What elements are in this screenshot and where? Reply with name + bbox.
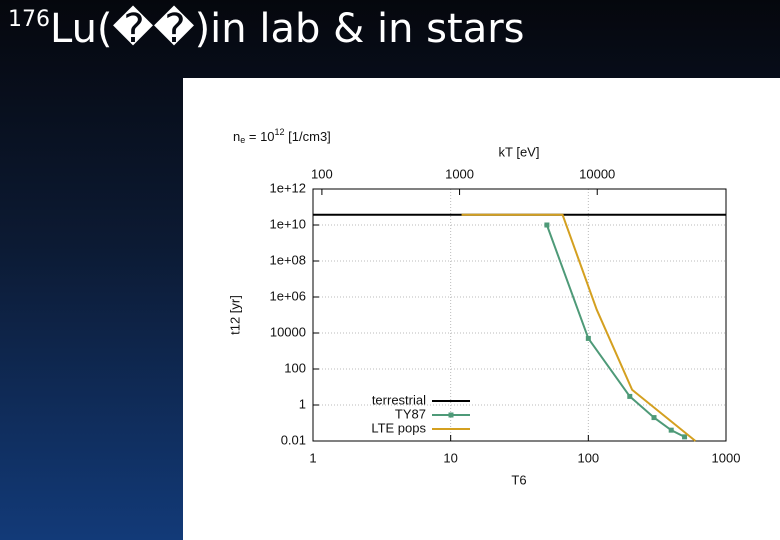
annotation-base: n xyxy=(233,129,240,144)
x-tick-label: 100 xyxy=(577,450,599,465)
annotation-sup: 12 xyxy=(275,127,285,137)
data-point xyxy=(682,434,688,440)
series-line xyxy=(461,213,697,442)
annotation: ne = 1012 [1/cm3] xyxy=(233,127,331,145)
y-axis-label: t12 [yr] xyxy=(227,295,242,335)
y-tick-label: 10000 xyxy=(270,324,306,339)
series-line xyxy=(545,224,686,438)
y-tick-label: 1 xyxy=(299,396,306,411)
y-tick-label: 1e+08 xyxy=(269,252,306,267)
x2-tick-label: 10000 xyxy=(579,166,615,181)
x-tick-label: 1 xyxy=(309,450,316,465)
data-point xyxy=(668,427,674,433)
plot-frame xyxy=(312,188,727,442)
data-point xyxy=(585,335,591,341)
chart-panel xyxy=(183,78,780,540)
y-tick-label: 1e+06 xyxy=(269,288,306,303)
x-tick-label: 1000 xyxy=(712,450,741,465)
x2-tick-label: 100 xyxy=(311,166,333,181)
title-text: Lu(��)in lab & in stars xyxy=(50,6,525,52)
annotation-sub: e xyxy=(240,135,245,145)
x-axis-label: T6 xyxy=(511,472,526,487)
y-tick-label: 1e+12 xyxy=(269,180,306,195)
legend-marker xyxy=(448,412,454,418)
y-tick-label: 0.01 xyxy=(281,432,306,447)
data-point xyxy=(627,393,633,399)
y-tick-label: 100 xyxy=(284,360,306,375)
slide-title: 176Lu(��)in lab & in stars xyxy=(8,6,525,52)
legend-label: LTE pops xyxy=(371,420,426,435)
annotation-mid: = 10 xyxy=(245,129,274,144)
x-tick-label: 10 xyxy=(443,450,457,465)
legend-label: TY87 xyxy=(395,406,426,421)
data-point xyxy=(651,415,657,421)
x2-axis-label: kT [eV] xyxy=(499,144,540,159)
annotation-end: [1/cm3] xyxy=(285,129,331,144)
data-point xyxy=(544,222,550,228)
title-superscript: 176 xyxy=(8,7,50,32)
y-tick-label: 1e+10 xyxy=(269,216,306,231)
legend-label: terrestrial xyxy=(372,392,426,407)
x2-tick-label: 1000 xyxy=(445,166,474,181)
